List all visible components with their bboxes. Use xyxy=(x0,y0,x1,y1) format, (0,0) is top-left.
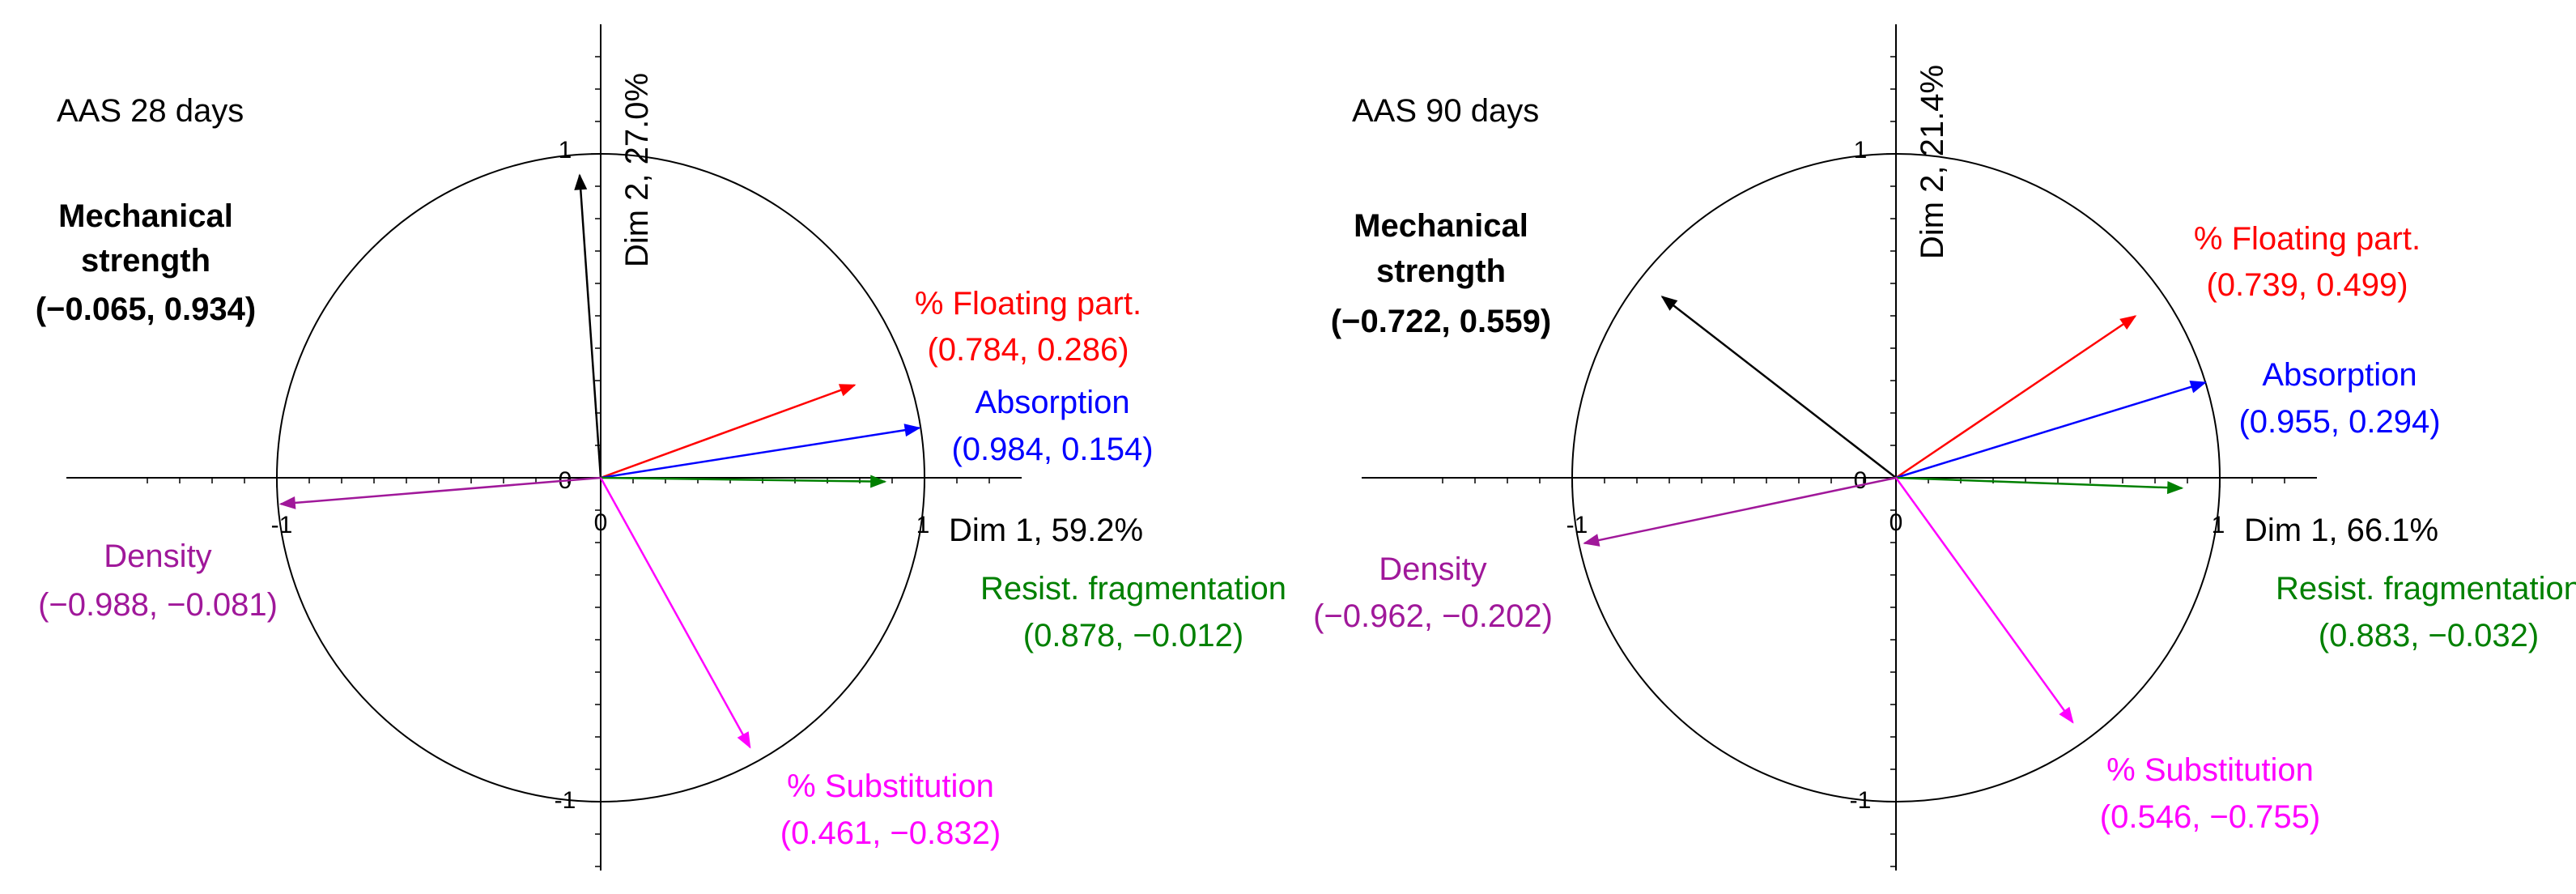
y-tick-label: 1 xyxy=(559,137,572,164)
vector-arrow xyxy=(574,173,602,479)
y-tick-label: -1 xyxy=(1850,787,1872,814)
vector-label: % Floating part. xyxy=(2194,221,2421,257)
vector-coordinate-label: (0.883, −0.032) xyxy=(2319,618,2539,653)
vector-coordinate-label: (−0.722, 0.559) xyxy=(1331,304,1551,339)
vector-arrow xyxy=(1895,381,2207,479)
y-tick-label: 1 xyxy=(1854,137,1868,164)
vector-label: Mechanical xyxy=(58,198,233,234)
x-tick-label: -1 xyxy=(271,512,293,539)
vector-arrow xyxy=(600,384,857,479)
chart-title: AAS 90 days xyxy=(1352,93,1539,129)
vector-label: Resist. fragmentation xyxy=(980,571,1286,607)
vector-label: % Substitution xyxy=(787,768,994,804)
vector-label: Density xyxy=(104,539,211,574)
x-tick-label: 0 xyxy=(1889,509,1903,536)
vector-arrow xyxy=(600,424,921,479)
vector-label: Mechanical xyxy=(1354,208,1528,244)
y-tick-label: -1 xyxy=(555,787,576,814)
vector-coordinate-label: (−0.962, −0.202) xyxy=(1313,598,1553,634)
vector-arrow xyxy=(278,476,601,509)
chart-panel-2: -1 0 1 1 0 -1 AAS 90 days Dim 1, 66.1% Dim 2, 21… xyxy=(1313,24,2576,871)
y-axis-label: Dim 2, 27.0% xyxy=(619,73,655,267)
vector-coordinate-label: (−0.988, −0.081) xyxy=(38,587,278,623)
vector-coordinate-label: (0.784, 0.286) xyxy=(927,332,1129,368)
vector-arrow xyxy=(1895,476,2184,495)
vector-label: strength xyxy=(81,243,210,279)
vector-arrow xyxy=(600,475,887,488)
y-tick-label: 0 xyxy=(1854,467,1868,494)
vector-label: Absorption xyxy=(2262,357,2417,393)
vector-coordinate-label: (0.461, −0.832) xyxy=(780,815,1001,851)
vector-label: Resist. fragmentation xyxy=(2276,571,2576,607)
vector-label: Absorption xyxy=(975,385,1129,420)
vector-arrow xyxy=(1660,296,1897,479)
y-axis-label: Dim 2, 21.4% xyxy=(1915,65,1950,259)
x-axis-label: Dim 1, 59.2% xyxy=(949,513,1143,548)
chart-title: AAS 28 days xyxy=(57,93,244,129)
x-tick-label: -1 xyxy=(1566,512,1588,539)
vector-coordinate-label: (−0.065, 0.934) xyxy=(36,292,256,327)
vector-arrow xyxy=(1583,476,1897,547)
vector-arrow xyxy=(1895,315,2137,479)
vector-label: strength xyxy=(1376,253,1506,289)
vector-coordinate-label: (0.739, 0.499) xyxy=(2206,267,2408,303)
vector-coordinate-label: (0.546, −0.755) xyxy=(2100,799,2320,835)
vector-arrow xyxy=(1894,477,2074,724)
vector-arrow xyxy=(599,477,751,749)
x-tick-label: 1 xyxy=(916,512,930,539)
x-tick-label: 1 xyxy=(2212,512,2225,539)
x-axis-label: Dim 1, 66.1% xyxy=(2244,513,2438,548)
vector-label: Density xyxy=(1379,551,1486,587)
vector-coordinate-label: (0.955, 0.294) xyxy=(2238,404,2440,440)
vector-label: % Substitution xyxy=(2106,752,2314,788)
vector-coordinate-label: (0.878, −0.012) xyxy=(1023,618,1243,653)
vector-label: % Floating part. xyxy=(915,286,1141,321)
x-tick-label: 0 xyxy=(594,509,608,536)
vector-coordinate-label: (0.984, 0.154) xyxy=(951,432,1153,467)
